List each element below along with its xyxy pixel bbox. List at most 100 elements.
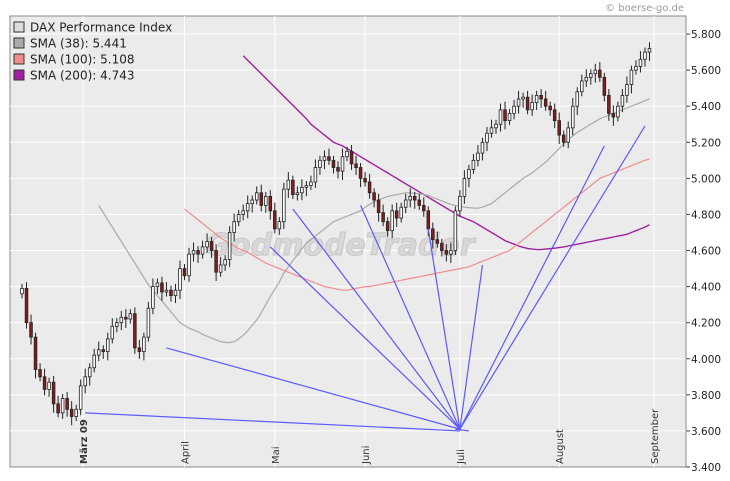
candle-body — [56, 403, 60, 414]
candle-body — [60, 398, 65, 414]
candle-body — [128, 313, 133, 320]
candle-body — [304, 185, 309, 188]
fan-line — [85, 412, 460, 432]
candle-body — [431, 228, 435, 241]
candle-body — [345, 150, 349, 158]
fan-line — [427, 228, 461, 430]
candle-body — [151, 286, 155, 309]
candle-body — [29, 322, 33, 338]
y-tick-label: 4.800 — [691, 209, 721, 221]
y-tick-label: 5.800 — [691, 29, 721, 41]
y-tick-label: 5.200 — [691, 137, 721, 149]
candle-body — [250, 199, 254, 205]
candle-body — [169, 289, 173, 297]
candle-body — [65, 398, 69, 410]
candle-body — [264, 195, 268, 206]
candle-body — [282, 188, 286, 223]
y-tick-label: 5.000 — [691, 173, 721, 185]
candle-body — [155, 282, 160, 288]
legend-swatch — [13, 69, 25, 81]
candle-body — [309, 181, 313, 186]
candle-body — [78, 385, 83, 410]
candle-body — [372, 192, 376, 201]
candle-body — [164, 289, 169, 293]
candle-body — [38, 369, 42, 378]
sma200-line — [242, 55, 650, 251]
x-month-label: August — [555, 429, 566, 464]
watermark-text: GodmodeTrader — [205, 228, 476, 263]
candle-body — [570, 105, 575, 129]
candle-body — [543, 98, 548, 107]
candle-body — [137, 347, 142, 352]
candle-body — [385, 221, 390, 232]
plot-area — [9, 15, 687, 468]
candle-body — [241, 210, 245, 215]
legend-swatch — [13, 53, 25, 65]
candle-body — [331, 159, 336, 168]
x-month-label: April — [181, 441, 192, 464]
candle-body — [494, 123, 498, 129]
candle-body — [598, 69, 602, 78]
y-tick-label: 4.200 — [691, 318, 721, 330]
y-tick-label: 3.800 — [691, 390, 721, 402]
candle-body — [133, 313, 137, 349]
x-month-label: September — [650, 408, 661, 464]
candle-body — [349, 150, 354, 165]
legend-label: SMA (200): 4.743 — [30, 69, 134, 83]
x-month-label: Juli — [456, 449, 467, 465]
y-tick-label: 4.000 — [691, 354, 721, 366]
candle-body — [209, 241, 214, 251]
candle-body — [33, 336, 38, 370]
candle-body — [187, 253, 191, 277]
y-tick-label: 4.600 — [691, 246, 721, 258]
candle-body — [101, 349, 106, 352]
candle-body — [467, 168, 471, 179]
candle-body — [557, 120, 561, 136]
legend-label: DAX Performance Index — [30, 21, 172, 35]
candle-body — [178, 268, 182, 291]
candle-body — [223, 259, 227, 266]
candle-body — [440, 242, 444, 251]
y-axis: 3.400 3.600 3.800 4.000 4.200 4.400 4.600 4.800… — [686, 29, 721, 474]
candle-body — [611, 113, 616, 118]
candle-body — [173, 289, 178, 297]
candle-body — [458, 195, 462, 212]
candle-body — [485, 132, 489, 143]
candle-body — [142, 336, 146, 352]
candle-body — [589, 73, 593, 78]
candle-body — [480, 141, 485, 154]
candle-body — [575, 91, 580, 107]
candle-body — [214, 250, 218, 273]
candle-body — [196, 250, 200, 255]
candle-body — [625, 84, 629, 96]
candle-body — [268, 195, 273, 212]
candle-body — [561, 134, 566, 143]
candle-body — [444, 250, 449, 255]
candle-body — [593, 69, 598, 75]
candle-body — [182, 268, 187, 277]
candle-body — [412, 195, 417, 201]
candle-body — [507, 113, 512, 122]
fan-lines — [85, 125, 646, 432]
candle-body — [106, 338, 110, 352]
candle-body — [376, 199, 381, 214]
fan-line — [459, 125, 646, 430]
candle-body — [42, 376, 47, 390]
fan-line — [360, 205, 461, 430]
candle-body — [232, 221, 236, 233]
candle-body — [620, 94, 625, 107]
fan-line — [459, 264, 484, 430]
candle-body — [552, 109, 557, 122]
y-tick-label: 3.600 — [691, 426, 721, 438]
fan-line — [459, 145, 605, 430]
candle-body — [422, 205, 426, 212]
candle-body — [205, 241, 209, 248]
candle-body — [327, 156, 331, 161]
candle-body — [74, 408, 78, 417]
candle-body — [286, 179, 291, 190]
fan-line — [455, 428, 469, 432]
legend-label: SMA (38): 5.441 — [30, 37, 127, 51]
candle-body — [24, 288, 29, 324]
fan-line — [269, 246, 461, 430]
candle-body — [616, 105, 620, 118]
